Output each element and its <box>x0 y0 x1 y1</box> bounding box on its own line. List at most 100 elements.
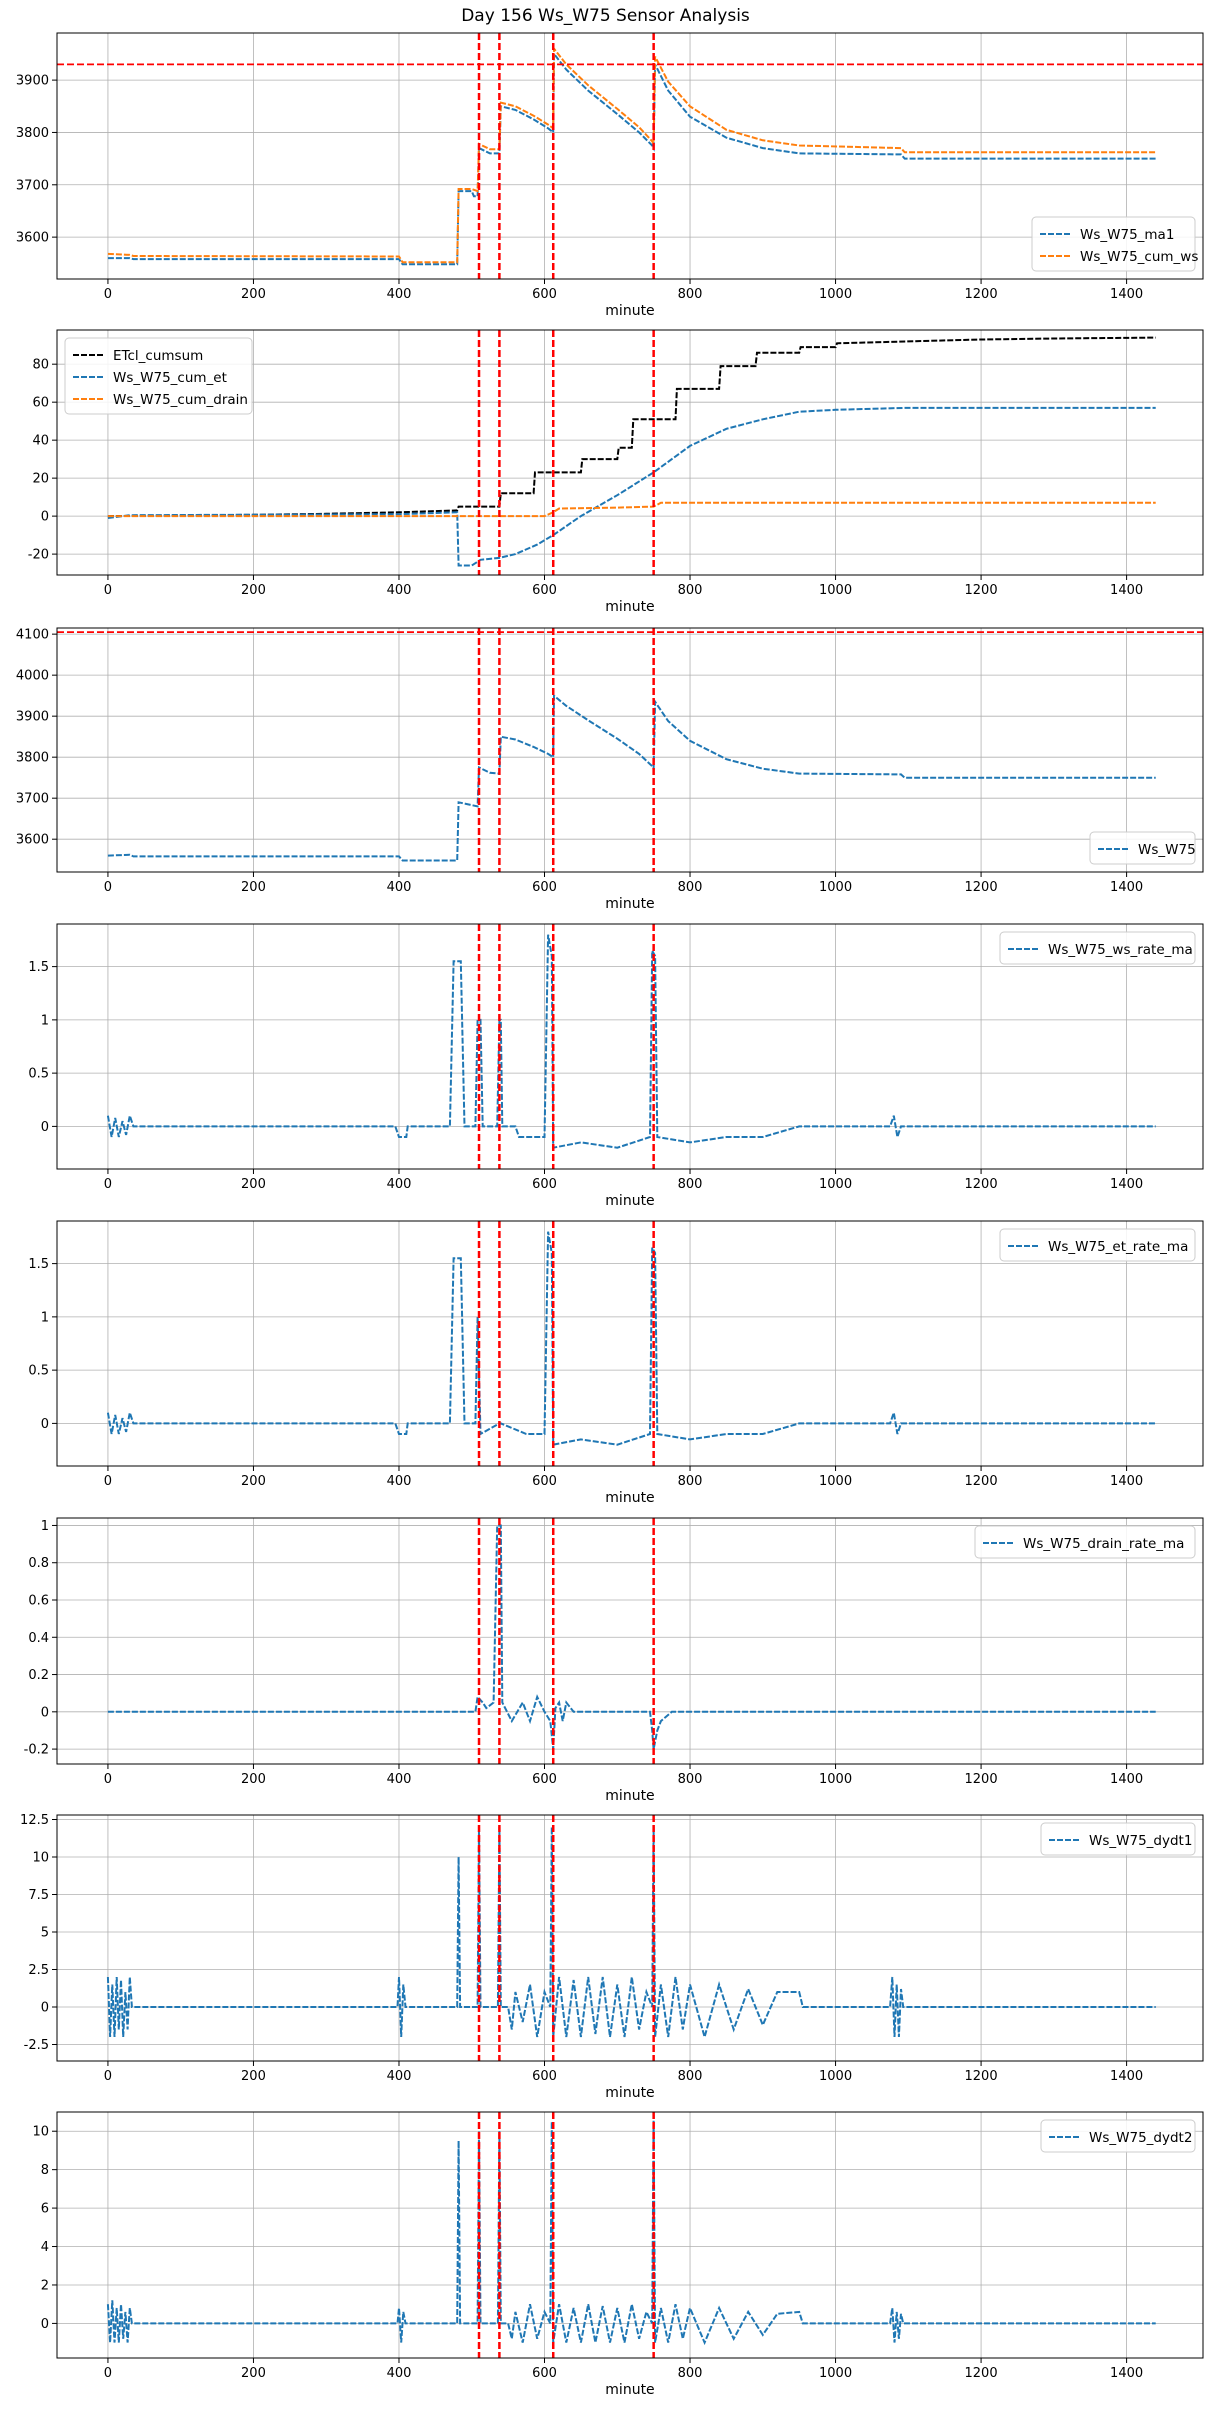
y-tick-label: 7.5 <box>28 1888 49 1903</box>
legend: Ws_W75_ws_rate_ma <box>999 931 1196 965</box>
y-tick-label: 0.2 <box>28 1668 49 1683</box>
legend-box <box>999 931 1196 965</box>
x-tick-label: 1200 <box>965 2069 998 2084</box>
y-tick-label: 0.6 <box>28 1594 49 1609</box>
y-tick-label: -0.2 <box>24 1743 49 1758</box>
x-tick-label: 200 <box>241 880 266 895</box>
legend-box <box>64 337 253 415</box>
legend-label: Ws_W75_cum_drain <box>113 392 248 408</box>
legend-label: Ws_W75_et_rate_ma <box>1048 1239 1188 1255</box>
x-axis-label: minute <box>605 303 654 319</box>
y-tick-label: 2.5 <box>28 1963 49 1978</box>
x-tick-label: 1000 <box>819 1177 852 1192</box>
x-tick-label: 1200 <box>965 1772 998 1787</box>
x-tick-label: 1200 <box>965 1177 998 1192</box>
y-tick-label: 40 <box>32 434 49 449</box>
y-tick-label: 0.5 <box>28 1364 49 1379</box>
y-tick-label: 0 <box>41 2317 49 2332</box>
series-line-Ws_W75_dydt1 <box>106 1826 1156 2041</box>
x-tick-label: 1400 <box>1110 583 1143 598</box>
y-tick-label: 3900 <box>16 74 49 89</box>
x-tick-label: 800 <box>678 1474 703 1489</box>
subplot-3: 0 200 400 600 800 1000 1200 1400 3600 3700 3800 390… <box>16 627 1204 912</box>
x-tick-label: 1000 <box>819 1474 852 1489</box>
y-tick-label: 3800 <box>16 751 49 766</box>
legend-label: Ws_W75_cum_ws <box>1080 249 1198 265</box>
axes-frame <box>56 923 1204 1170</box>
y-tick-label: 3700 <box>16 792 49 807</box>
x-tick-label: 800 <box>678 880 703 895</box>
series-line-Ws_W75_dydt2 <box>106 2115 1156 2346</box>
y-tick-label: 1 <box>41 1013 49 1028</box>
y-tick-label: 3600 <box>16 231 49 246</box>
subplot-1: 0 200 400 600 800 1000 1200 1400 3600 3700 3800 390… <box>16 32 1204 319</box>
axes-frame <box>56 1814 1204 2062</box>
legend-label: Ws_W75 <box>1138 842 1196 858</box>
series-line-Ws_W75_et_rate_ma <box>106 1231 1156 1446</box>
x-tick-label: 1400 <box>1110 2366 1143 2381</box>
figure-title: Day 156 Ws_W75 Sensor Analysis <box>461 6 750 26</box>
x-tick-label: 1200 <box>965 2366 998 2381</box>
x-tick-label: 600 <box>532 287 557 302</box>
y-tick-label: 80 <box>32 358 49 373</box>
legend-label: Ws_W75_dydt1 <box>1089 1833 1192 1849</box>
series-line-ETcl_cumsum <box>107 336 1156 518</box>
x-tick-label: 1200 <box>965 287 998 302</box>
subplot-6: 0 200 400 600 800 1000 1200 1400 -0.2 0 0.2 0.4 0.6 0… <box>24 1517 1204 1804</box>
x-tick-label: 1000 <box>819 287 852 302</box>
legend: Ws_W75_et_rate_ma <box>999 1228 1196 1262</box>
x-tick-label: 800 <box>678 1772 703 1787</box>
y-tick-label: 1.5 <box>28 960 49 975</box>
legend-box <box>999 1228 1196 1262</box>
legend-label: Ws_W75_cum_et <box>113 370 227 386</box>
y-tick-label: 10 <box>32 1851 49 1866</box>
x-tick-label: 200 <box>241 1177 266 1192</box>
series-line-Ws_W75_ws_rate_ma <box>106 934 1156 1149</box>
x-tick-label: 800 <box>678 2366 703 2381</box>
x-tick-label: 600 <box>532 1177 557 1192</box>
x-tick-label: 1400 <box>1110 1474 1143 1489</box>
x-tick-label: 0 <box>104 2366 112 2381</box>
y-tick-label: 3600 <box>16 833 49 848</box>
y-tick-label: 6 <box>41 2202 49 2217</box>
legend: Ws_W75_drain_rate_ma <box>974 1525 1196 1559</box>
y-tick-label: 1.5 <box>28 1257 49 1272</box>
x-tick-label: 600 <box>532 2366 557 2381</box>
x-tick-label: 1000 <box>819 1772 852 1787</box>
legend: Ws_W75_dydt2 <box>1040 2119 1196 2153</box>
legend-label: Ws_W75_ma1 <box>1080 227 1174 243</box>
x-tick-label: 400 <box>387 287 412 302</box>
legend-box <box>1031 216 1196 272</box>
x-tick-label: 200 <box>241 287 266 302</box>
legend: Ws_W75_dydt1 <box>1040 1822 1196 1856</box>
legend-box <box>1040 2119 1196 2153</box>
x-tick-label: 0 <box>104 880 112 895</box>
x-tick-label: 800 <box>678 287 703 302</box>
subplot-8: 0 200 400 600 800 1000 1200 1400 0 2 4 6 8 10 minute Ws… <box>32 2111 1204 2398</box>
series-line-Ws_W75 <box>107 693 1156 862</box>
legend: Ws_W75_ma1 Ws_W75_cum_ws <box>1031 216 1198 272</box>
y-tick-label: 0 <box>41 1705 49 1720</box>
x-tick-label: 600 <box>532 583 557 598</box>
y-tick-label: -2.5 <box>24 2038 49 2053</box>
subplot-5: 0 200 400 600 800 1000 1200 1400 0 0.5 1 1.5 minute W… <box>28 1220 1204 1506</box>
x-tick-label: 1200 <box>965 583 998 598</box>
axes-frame <box>56 627 1204 873</box>
y-tick-label: 3900 <box>16 710 49 725</box>
legend-box <box>1040 1822 1196 1856</box>
y-tick-label: 0.4 <box>28 1631 49 1646</box>
x-tick-label: 0 <box>104 1474 112 1489</box>
y-tick-label: 0.5 <box>28 1067 49 1082</box>
x-tick-label: 400 <box>387 1772 412 1787</box>
x-tick-label: 1400 <box>1110 1177 1143 1192</box>
y-tick-label: 12.5 <box>20 1813 49 1828</box>
x-tick-label: 600 <box>532 1474 557 1489</box>
x-axis-label: minute <box>605 2085 654 2101</box>
x-tick-label: 1000 <box>819 583 852 598</box>
x-tick-label: 200 <box>241 1772 266 1787</box>
axes-frame <box>56 1220 1204 1467</box>
x-tick-label: 0 <box>104 287 112 302</box>
x-tick-label: 1400 <box>1110 2069 1143 2084</box>
series-line-Ws_W75_cum_drain <box>107 501 1156 518</box>
